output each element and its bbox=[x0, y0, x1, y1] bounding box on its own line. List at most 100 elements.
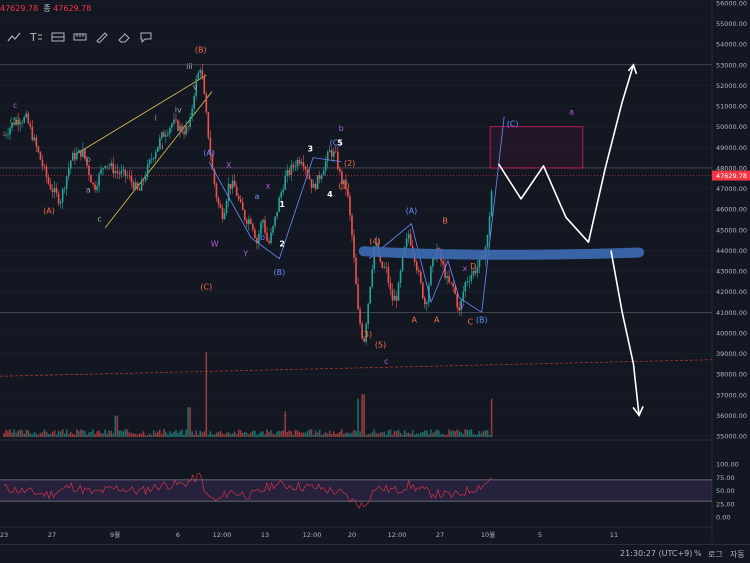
volume-bar bbox=[462, 433, 465, 437]
brush-icon[interactable] bbox=[92, 28, 112, 46]
volume-bar bbox=[476, 434, 479, 437]
candle-body bbox=[195, 78, 198, 96]
candle-body bbox=[11, 122, 13, 129]
wave-label: (B) bbox=[195, 45, 207, 54]
volume-bar bbox=[274, 434, 276, 437]
candle-body bbox=[120, 170, 123, 175]
volume-bar bbox=[276, 431, 278, 437]
candle-body bbox=[191, 108, 193, 118]
candle-body bbox=[341, 171, 343, 184]
rsi-band bbox=[0, 479, 712, 502]
candle-body bbox=[241, 202, 244, 211]
volume-bar bbox=[156, 431, 159, 437]
candle-body bbox=[110, 163, 113, 167]
volume-bar bbox=[128, 432, 131, 437]
volume-bar bbox=[132, 433, 135, 437]
volume-bar bbox=[120, 430, 123, 437]
trend-line-icon[interactable] bbox=[4, 28, 24, 46]
candle-body bbox=[462, 291, 465, 300]
candle-body bbox=[152, 158, 155, 160]
volume-bar bbox=[185, 429, 187, 437]
time-tick-label: 27 bbox=[436, 531, 444, 539]
candle-body bbox=[252, 223, 254, 230]
candle-body bbox=[82, 148, 84, 157]
auto-toggle[interactable]: 자동 bbox=[730, 550, 745, 559]
measure-icon[interactable] bbox=[70, 28, 90, 46]
volume-bar bbox=[417, 433, 420, 437]
candle-body bbox=[262, 220, 264, 223]
volume-bar bbox=[383, 431, 386, 437]
volume-bar bbox=[233, 431, 236, 437]
volume-bar bbox=[430, 429, 432, 437]
candle-body bbox=[102, 168, 104, 170]
volume-bar bbox=[9, 429, 11, 437]
volume-bar bbox=[39, 433, 42, 437]
volume-bar bbox=[466, 429, 469, 437]
volume-bar bbox=[223, 434, 226, 437]
volume-bar bbox=[314, 430, 317, 437]
price-tick-label: 44000.00 bbox=[716, 247, 747, 255]
chart-canvas[interactable]: 56000.00 55000.00 54000.00 53000.00 52000.00… bbox=[0, 0, 750, 544]
volume-bar bbox=[458, 431, 461, 437]
volume-bar bbox=[296, 430, 299, 437]
volume-bar bbox=[328, 430, 331, 437]
candle-body bbox=[258, 233, 260, 244]
candle-body bbox=[225, 201, 228, 214]
pattern-icon[interactable] bbox=[48, 28, 68, 46]
price-tick-label: 47000.00 bbox=[716, 185, 747, 193]
volume-bar bbox=[82, 430, 84, 437]
wave-label: (C) bbox=[200, 283, 212, 292]
candle-body bbox=[308, 174, 311, 180]
volume-bar bbox=[403, 430, 406, 437]
candle-body bbox=[389, 282, 392, 290]
wave-label: B bbox=[442, 217, 448, 226]
volume-bar bbox=[395, 430, 398, 437]
candle-body bbox=[446, 276, 448, 278]
close-price: 47629.78 bbox=[53, 4, 92, 13]
candle-body bbox=[490, 191, 493, 217]
wave-label: A bbox=[434, 316, 440, 325]
candle-body bbox=[347, 189, 349, 197]
volume-bar bbox=[339, 431, 341, 437]
candle-body bbox=[474, 270, 477, 274]
candle-body bbox=[122, 169, 125, 171]
candle-body bbox=[310, 179, 313, 188]
candle-body bbox=[286, 170, 289, 176]
price-tick-label: 50000.00 bbox=[716, 123, 747, 131]
candle-body bbox=[185, 126, 187, 135]
last-price-label: 47629.78 bbox=[716, 172, 747, 180]
wave-label: (A) bbox=[203, 149, 215, 158]
volume-bar bbox=[470, 429, 473, 437]
candle-body bbox=[148, 159, 151, 165]
text-tool-icon[interactable]: T bbox=[26, 28, 46, 46]
candle-body bbox=[373, 246, 376, 270]
volume-bar bbox=[136, 434, 139, 437]
volume-bar bbox=[252, 430, 254, 437]
note-icon[interactable] bbox=[136, 28, 156, 46]
candle-body bbox=[300, 162, 303, 164]
wave-label: (5) bbox=[375, 340, 386, 349]
volume-bar bbox=[243, 431, 246, 437]
candle-body bbox=[90, 175, 92, 183]
candle-body bbox=[371, 269, 374, 287]
volume-bar bbox=[278, 430, 280, 437]
time-tick-label: 13 bbox=[261, 531, 269, 539]
volume-bar bbox=[300, 432, 303, 437]
volume-bar bbox=[446, 434, 448, 437]
candle-body bbox=[488, 216, 491, 235]
percent-toggle[interactable]: % bbox=[694, 549, 702, 558]
candle-body bbox=[201, 70, 204, 77]
volume-bar bbox=[377, 433, 380, 437]
candle-body bbox=[328, 150, 331, 153]
candle-body bbox=[140, 180, 143, 191]
eraser-icon[interactable] bbox=[114, 28, 134, 46]
candle-body bbox=[116, 171, 119, 173]
log-toggle[interactable]: 로그 bbox=[708, 550, 723, 559]
volume-bar bbox=[397, 429, 400, 437]
volume-bar bbox=[41, 432, 44, 437]
candle-body bbox=[399, 270, 402, 283]
wave-label: i bbox=[155, 114, 157, 123]
candle-body bbox=[183, 131, 185, 135]
candle-body bbox=[171, 123, 173, 128]
volume-bar bbox=[460, 432, 463, 437]
